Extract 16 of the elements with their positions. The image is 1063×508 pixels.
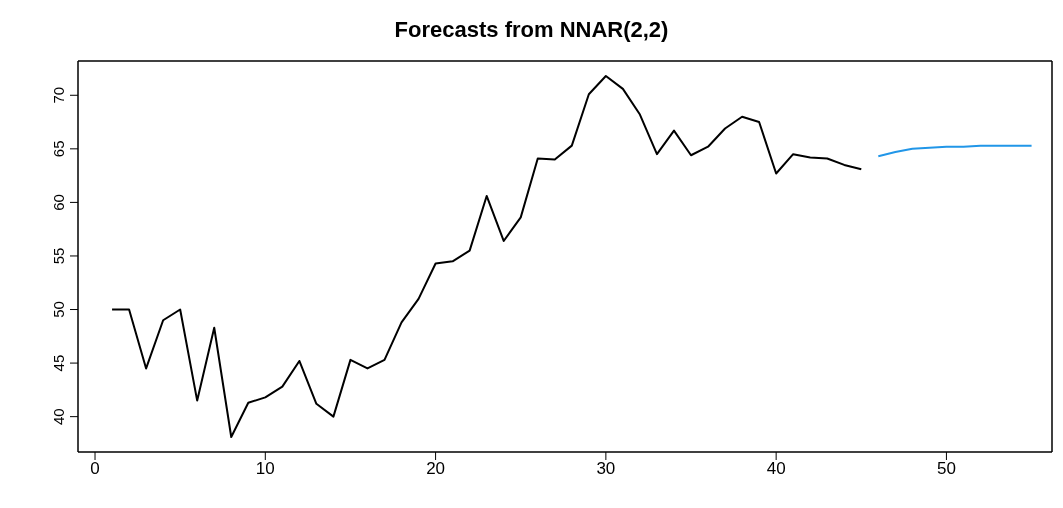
x-tick-label: 40 xyxy=(766,459,786,479)
y-tick-label: 70 xyxy=(50,86,67,104)
y-tick-label: 65 xyxy=(50,140,67,158)
y-tick-label: 55 xyxy=(50,247,67,265)
chart-title: Forecasts from NNAR(2,2) xyxy=(393,16,670,44)
x-tick-label: 20 xyxy=(426,459,446,479)
x-tick-label: 10 xyxy=(255,459,275,479)
y-tick-label: 60 xyxy=(50,194,67,211)
x-tick-label: 30 xyxy=(596,459,616,479)
line-series xyxy=(877,144,1033,158)
y-tick-label: 50 xyxy=(50,301,67,318)
x-tick-label: 50 xyxy=(936,459,956,479)
y-tick-label: 45 xyxy=(50,354,67,372)
y-tick-label: 40 xyxy=(50,408,67,425)
line-series xyxy=(111,75,863,438)
x-tick-label: 0 xyxy=(90,459,100,479)
